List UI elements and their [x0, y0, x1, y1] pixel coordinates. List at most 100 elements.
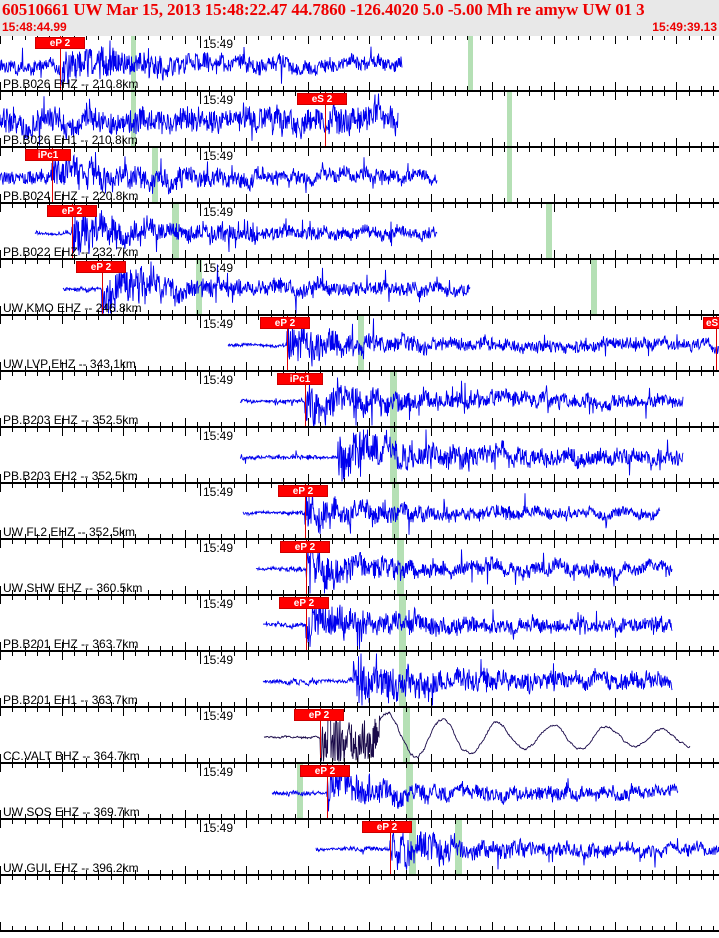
trace-row[interactable]: 15:49 iPc1 PB.B203 EHZ -- 352.5km — [0, 372, 719, 428]
row-separator — [0, 202, 719, 204]
phase-pick-line[interactable] — [60, 36, 61, 92]
trace-row[interactable] — [0, 876, 719, 932]
trace-row[interactable]: 15:49 eP 2 eS UW LVP EHZ -- 343.1km — [0, 316, 719, 372]
trace-row[interactable]: 15:49 eP 2 PB.B201 EHZ -- 363.7km — [0, 596, 719, 652]
row-separator — [0, 258, 719, 260]
phase-pick-line[interactable] — [325, 92, 326, 148]
time-axis-ticks-top — [0, 428, 719, 436]
trace-row[interactable]: 15:49 PB.B203 EH2 -- 352.5km — [0, 428, 719, 484]
detection-highlight-band — [390, 428, 397, 484]
trace-stack[interactable]: 15:49 eP 2 PB.B026 EHZ -- 210.8km 15:49 eS 2… — [0, 36, 719, 938]
waveform-trace — [239, 429, 684, 482]
phase-pick-label[interactable]: eP 2 — [260, 317, 310, 329]
phase-pick-line[interactable] — [716, 316, 717, 372]
waveform-trace — [227, 318, 719, 367]
event-header-title: 60510661 UW Mar 15, 2013 15:48:22.47 44.… — [2, 0, 645, 19]
time-axis-ticks-bottom — [0, 138, 719, 146]
minute-tick-label: 15:49 — [203, 261, 234, 275]
window-end-time: 15:49:39.13 — [652, 20, 717, 34]
station-channel-label: PB.B026 EHZ -- 210.8km — [3, 77, 139, 91]
detection-highlight-band — [196, 260, 202, 316]
phase-pick-label[interactable]: eS — [703, 317, 719, 329]
phase-pick-line[interactable] — [72, 204, 73, 260]
time-axis-ticks-top — [0, 372, 719, 380]
minute-tick-mark — [200, 316, 201, 328]
trace-row[interactable]: 15:49 eP 2 PB.B022 EHZ -- 232.7km — [0, 204, 719, 260]
phase-pick-label[interactable]: eP 2 — [76, 261, 126, 273]
time-axis-ticks-bottom — [0, 194, 719, 202]
window-start-time: 15:48:44.99 — [2, 20, 67, 34]
detection-highlight-band — [455, 820, 462, 876]
row-separator — [0, 930, 719, 932]
phase-pick-line[interactable] — [52, 148, 53, 204]
station-channel-label: UW GUL EHZ -- 396.2km — [3, 861, 139, 875]
phase-pick-line[interactable] — [306, 540, 307, 596]
trace-row[interactable]: 15:49 eP 2 UW FL2 EHZ -- 352.5km — [0, 484, 719, 540]
row-separator — [0, 482, 719, 484]
waveform-trace — [0, 151, 438, 195]
phase-pick-label[interactable]: eP 2 — [362, 821, 412, 833]
row-separator — [0, 594, 719, 596]
station-channel-label: UW FL2 EHZ -- 352.5km — [3, 525, 136, 539]
phase-pick-label[interactable]: eP 2 — [300, 765, 350, 777]
phase-pick-line[interactable] — [320, 708, 321, 764]
phase-pick-label[interactable]: eP 2 — [35, 37, 85, 49]
waveform-trace — [271, 765, 679, 812]
phase-pick-line[interactable] — [327, 764, 328, 820]
phase-pick-line[interactable] — [390, 820, 391, 876]
phase-pick-line[interactable] — [305, 484, 306, 540]
waveform-trace — [0, 40, 403, 86]
row-separator — [0, 146, 719, 148]
minute-tick-label: 15:49 — [203, 429, 234, 443]
row-separator — [0, 90, 719, 92]
trace-row[interactable]: 15:49 eP 2 UW SHW EHZ -- 360.5km — [0, 540, 719, 596]
trace-row[interactable]: 15:49 eP 2 CC.VALT BHZ -- 364.7km — [0, 708, 719, 764]
trace-row[interactable]: 15:49 eP 2 UW SOS EHZ -- 369.7km — [0, 764, 719, 820]
minute-tick-mark — [200, 428, 201, 440]
minute-tick-label: 15:49 — [203, 37, 234, 51]
trace-row[interactable]: 15:49 eP 2 PB.B026 EHZ -- 210.8km — [0, 36, 719, 92]
row-separator — [0, 314, 719, 316]
time-axis-ticks-bottom — [0, 642, 719, 650]
minute-tick-mark — [200, 484, 201, 496]
phase-pick-line[interactable] — [306, 596, 307, 652]
row-separator — [0, 370, 719, 372]
trace-row[interactable]: 15:49 PB.B201 EH1 -- 363.7km — [0, 652, 719, 708]
station-channel-label: PB.B201 EHZ -- 363.7km — [3, 637, 139, 651]
trace-row[interactable]: 15:49 eP 2 UW KMO EHZ -- 246.8km — [0, 260, 719, 316]
station-channel-label: PB.B026 EH1 -- 210.8km — [3, 133, 138, 147]
waveform-trace — [263, 709, 691, 763]
detection-highlight-band — [591, 260, 597, 316]
event-header-band: 60510661 UW Mar 15, 2013 15:48:22.47 44.… — [0, 0, 719, 36]
phase-pick-label[interactable]: eP 2 — [280, 541, 330, 553]
minute-tick-mark — [200, 820, 201, 832]
phase-pick-label[interactable]: eS 2 — [297, 93, 347, 105]
row-separator — [0, 538, 719, 540]
phase-pick-line[interactable] — [102, 260, 103, 316]
phase-pick-label[interactable]: iPc1 — [277, 373, 323, 385]
time-axis-ticks-top — [0, 36, 719, 44]
minute-tick-label: 15:49 — [203, 317, 234, 331]
phase-pick-line[interactable] — [287, 316, 288, 372]
time-axis-ticks-bottom — [0, 474, 719, 482]
minute-tick-label: 15:49 — [203, 485, 234, 499]
phase-pick-line[interactable] — [305, 372, 306, 428]
minute-tick-label: 15:49 — [203, 149, 234, 163]
minute-tick-label: 15:49 — [203, 205, 234, 219]
trace-row[interactable]: 15:49 eS 2 PB.B026 EH1 -- 210.8km — [0, 92, 719, 148]
row-separator — [0, 874, 719, 876]
phase-pick-label[interactable]: eP 2 — [294, 709, 344, 721]
time-axis-ticks-bottom — [0, 250, 719, 258]
detection-highlight-band — [403, 708, 410, 764]
station-channel-label: PB.B201 EH1 -- 363.7km — [3, 693, 138, 707]
phase-pick-label[interactable]: eP 2 — [47, 205, 97, 217]
time-axis-ticks-bottom — [0, 922, 719, 930]
phase-pick-label[interactable]: iPc1 — [25, 149, 71, 161]
phase-pick-label[interactable]: eP 2 — [278, 485, 328, 497]
minute-tick-mark — [200, 260, 201, 272]
phase-pick-label[interactable]: eP 2 — [279, 597, 329, 609]
trace-row[interactable]: 15:49 eP 2 UW GUL EHZ -- 396.2km — [0, 820, 719, 876]
trace-row[interactable]: 15:49 iPc1 PB.B024 EHZ -- 220.8km — [0, 148, 719, 204]
time-axis-ticks-bottom — [0, 754, 719, 762]
